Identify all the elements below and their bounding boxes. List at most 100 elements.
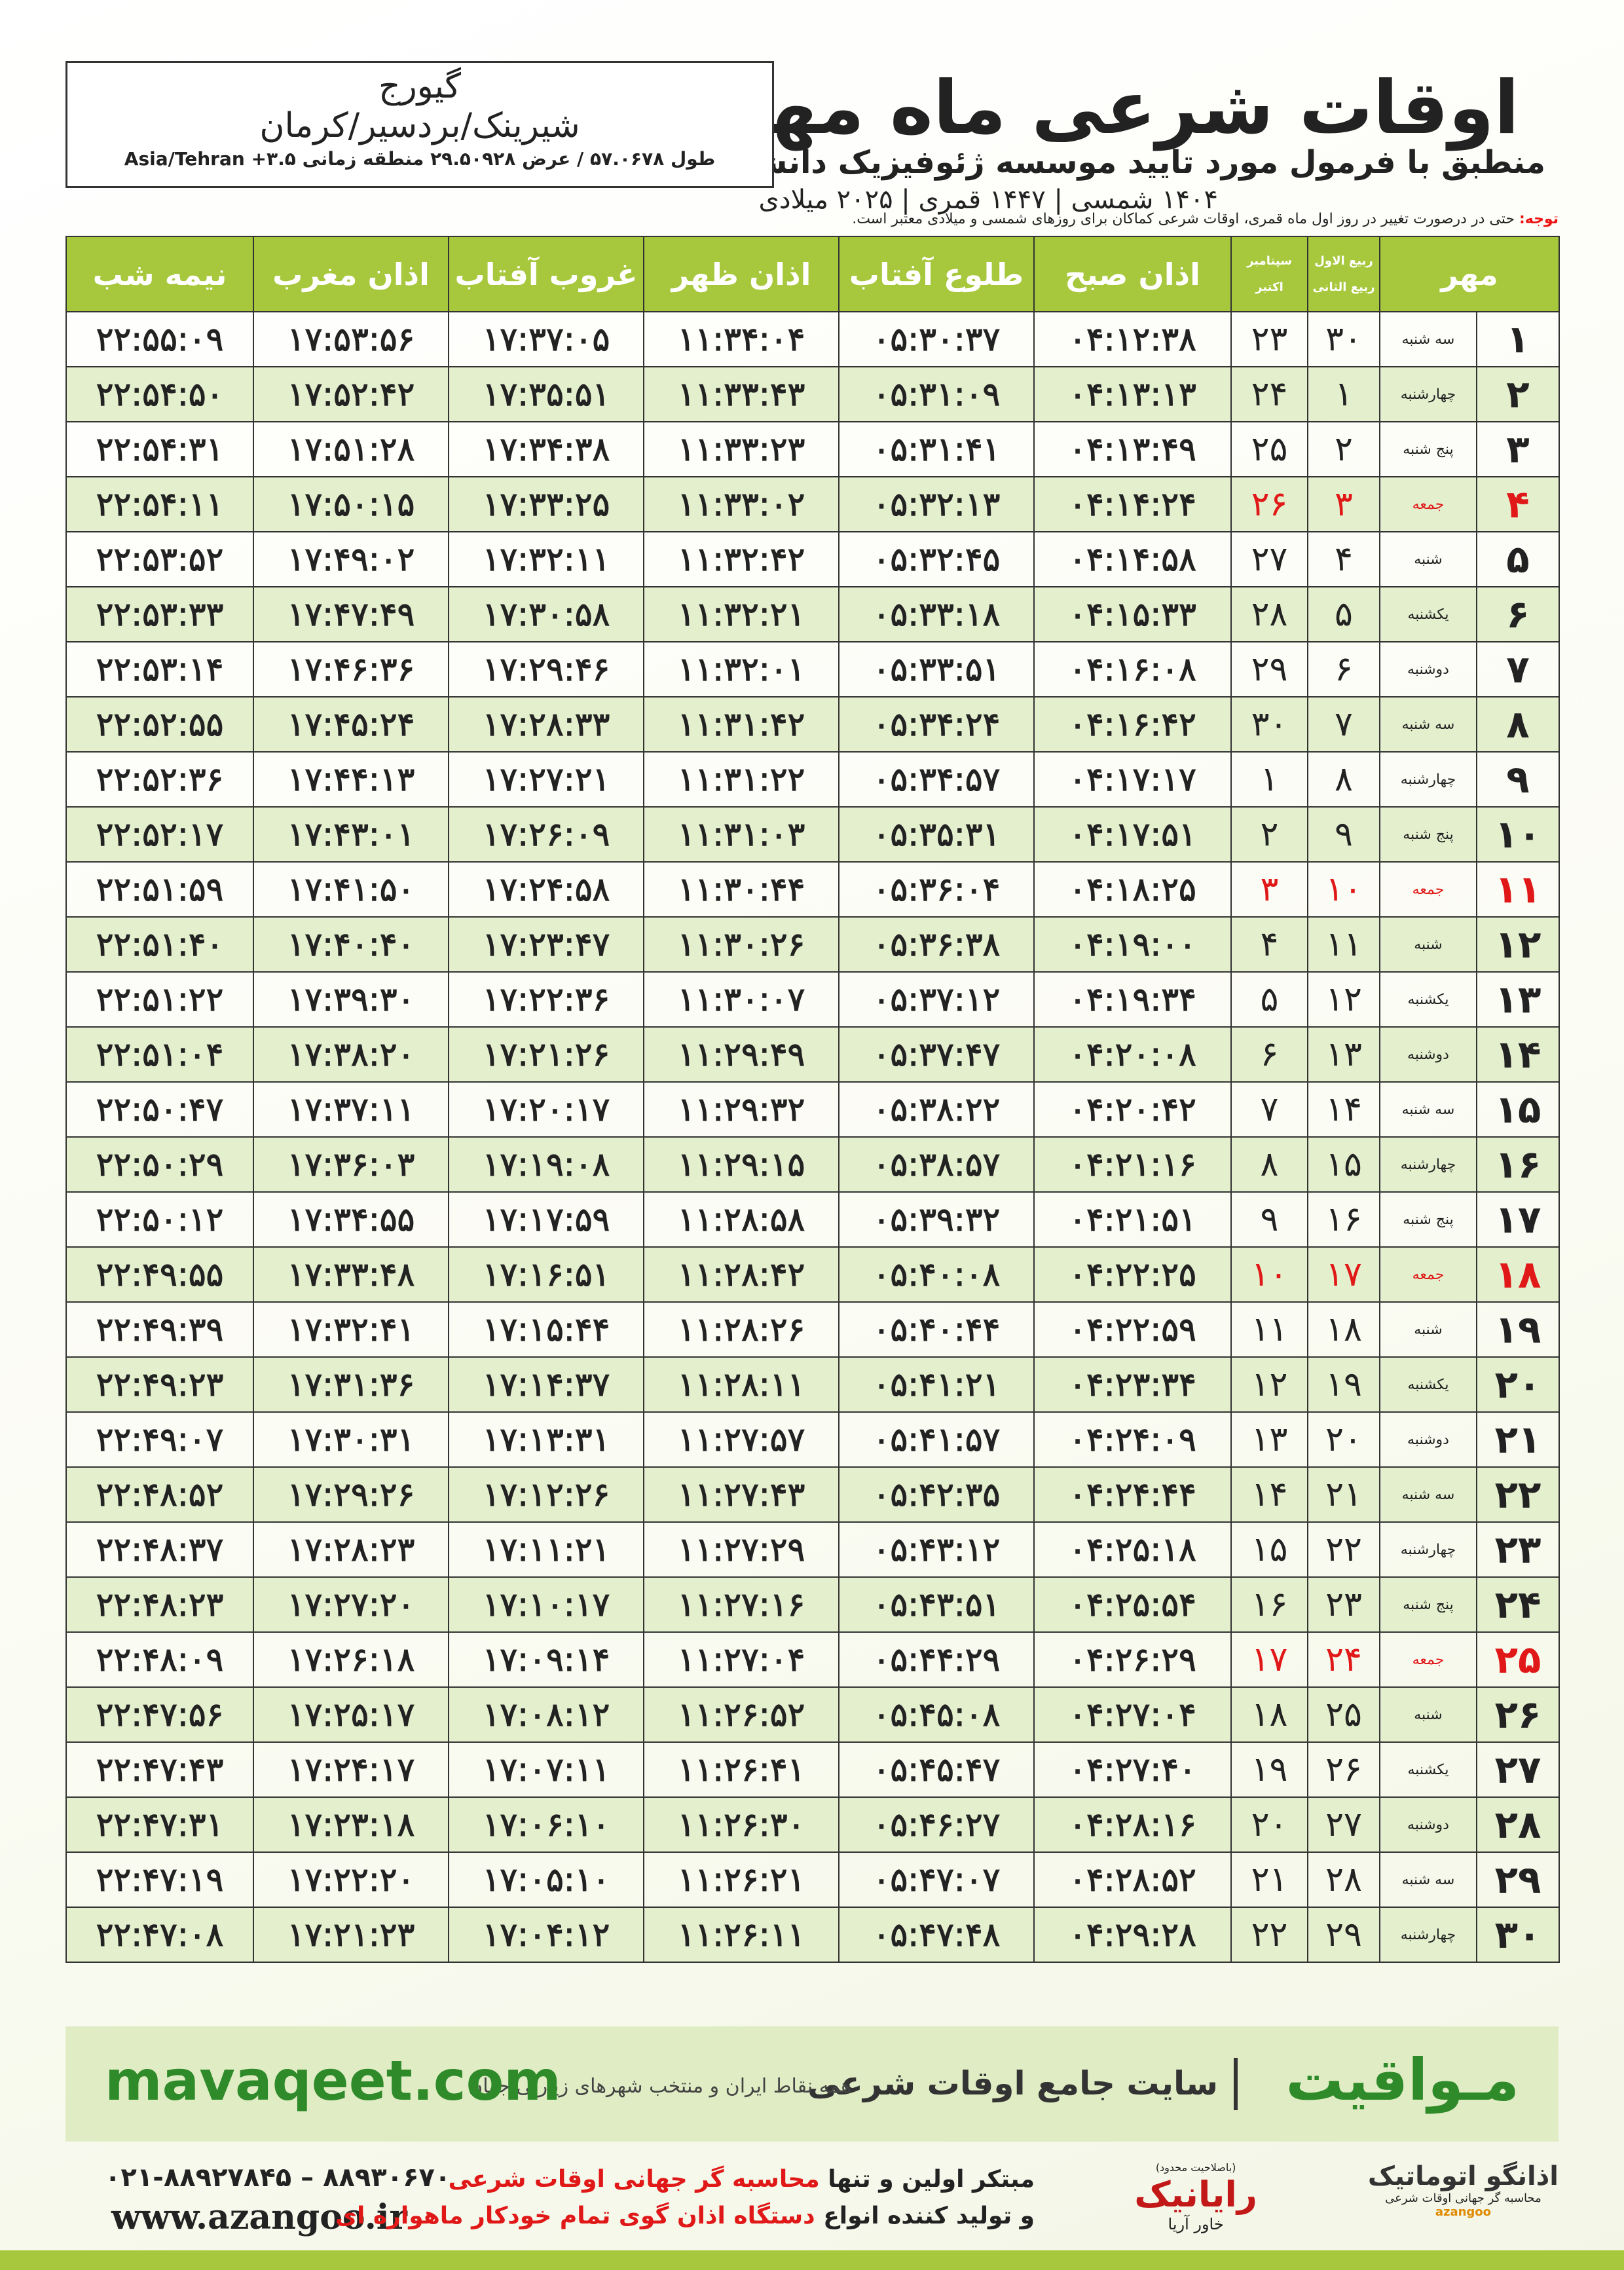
cell: ۸: [1476, 696, 1560, 753]
row: ۷ دوشنبه ۶ ۲۹ ۰۴:۱۶:۰۸ ۰۵:۳۳:۵۱ ۱۱:۳۲:۰۱ ۱۷:۲۹:…: [65, 641, 1560, 698]
cell: ۱۷:۳۷:۰۵: [448, 311, 644, 367]
cell: دوشنبه: [1379, 1026, 1477, 1083]
cell: ۷: [1476, 641, 1560, 698]
cell: ۲: [1307, 421, 1380, 477]
cell: ۱۶: [1307, 1191, 1380, 1248]
cell: ۰۴:۲۸:۵۲: [1033, 1851, 1232, 1908]
column-header: غروب آفتاب: [448, 236, 644, 312]
cell: ۱۱:۳۱:۰۳: [643, 806, 840, 863]
cell: شنبه: [1379, 531, 1477, 587]
cell: ۱۶: [1230, 1576, 1308, 1633]
cell: ۲۵: [1230, 421, 1308, 477]
logo-azangoo: اذانگو اتوماتیک محاسبه گر جهانی اوقات شر…: [1368, 2161, 1559, 2219]
cell: ۰۴:۲۲:۲۵: [1033, 1246, 1232, 1303]
cell: ۱۷:۲۹:۲۶: [253, 1466, 449, 1523]
cell: ۲۷: [1230, 531, 1308, 587]
cell: سه شنبه: [1379, 1851, 1477, 1908]
cell: ۱۷: [1307, 1246, 1380, 1303]
website[interactable]: www.azangoo.ir: [111, 2197, 407, 2237]
cell: ۱۷:۳۵:۵۱: [448, 366, 644, 422]
cell: ۷: [1307, 696, 1380, 753]
cell: ۱۷:۲۳:۱۸: [253, 1796, 449, 1853]
cell: ۳۰: [1476, 1907, 1560, 1963]
coordinates: طول ۵۷.۰۶۷۸ / عرض ۲۹.۵۰۹۲۸ منطقه زمانی ۳…: [124, 148, 716, 170]
tagline-1: مبتکر اولین و تنها محاسبه گر جهانی اوقات…: [335, 2161, 1035, 2198]
logo-rayanik: (باصلاحیت محدود) رایانیک خاور آریا: [1134, 2161, 1257, 2233]
note-label: توجه:: [1519, 211, 1559, 227]
cell: ۰۴:۱۳:۱۳: [1033, 366, 1232, 422]
cell: ۰۵:۳۲:۱۳: [838, 476, 1035, 532]
column-header-part: سپتامبر: [1247, 253, 1292, 268]
cell: ۰۵:۳۶:۰۴: [838, 861, 1035, 918]
city: گیورج: [378, 67, 461, 106]
cell: ۵: [1307, 586, 1380, 642]
cell: ۴: [1230, 916, 1308, 973]
cell: ۲۲:۴۷:۰۸: [65, 1907, 254, 1963]
row: ۲۹ سه شنبه ۲۸ ۲۱ ۰۴:۲۸:۵۲ ۰۵:۴۷:۰۷ ۱۱:۲۶:۲۱ ۱۷:…: [65, 1851, 1560, 1908]
cell: ۰۵:۴۶:۲۷: [838, 1796, 1035, 1853]
cell: ۱۱:۲۶:۱۱: [643, 1907, 840, 1963]
site[interactable]: mavaqeet.com: [105, 2049, 561, 2113]
cell: ۱۷:۲۴:۱۷: [253, 1741, 449, 1798]
dates: ۱۴۰۴ شمسی | ۱۴۴۷ قمری | ۲۰۲۵ میلادی: [758, 185, 1218, 215]
cell: چهارشنبه: [1379, 1907, 1477, 1963]
cell: ۱۱:۳۲:۰۱: [643, 641, 840, 698]
cell: ۱۷:۳۴:۳۸: [448, 421, 644, 477]
cell: ۱۷:۴۵:۲۴: [253, 696, 449, 753]
cell: ۱۷:۳۴:۵۵: [253, 1191, 449, 1248]
cell: ۱۷:۳۲:۱۱: [448, 531, 644, 587]
cell: ۲۲:۴۷:۳۱: [65, 1796, 254, 1853]
cell: ۰۴:۲۵:۵۴: [1033, 1576, 1232, 1633]
cell: ۰۴:۱۷:۱۷: [1033, 751, 1232, 808]
cell: ۲۲:۵۰:۴۷: [65, 1081, 254, 1138]
cell: ۰۴:۱۳:۴۹: [1033, 421, 1232, 477]
cell: ۱۱:۲۸:۲۶: [643, 1301, 840, 1358]
cell: ۱۷:۲۸:۳۳: [448, 696, 644, 753]
column-header: طلوع آفتاب: [838, 236, 1035, 312]
cell: ۰۵:۴۰:۴۴: [838, 1301, 1035, 1358]
cell: ۱۷:۵۲:۴۲: [253, 366, 449, 422]
cell: ۴: [1476, 476, 1560, 532]
cell: ۰۴:۲۸:۱۶: [1033, 1796, 1232, 1853]
cell: ۱۱:۲۸:۴۲: [643, 1246, 840, 1303]
row: ۳ پنج شنبه ۲ ۲۵ ۰۴:۱۳:۴۹ ۰۵:۳۱:۴۱ ۱۱:۳۳:۲۳ ۱۷:۳…: [65, 421, 1560, 477]
cell: ۰۵:۳۸:۲۲: [838, 1081, 1035, 1138]
cell: ۲۱: [1307, 1466, 1380, 1523]
cell: ۲۰: [1307, 1411, 1380, 1468]
text: محاسبه گر جهانی اوقات شرعی: [448, 2166, 820, 2193]
cell: ۶: [1307, 641, 1380, 698]
cell: ۱۰: [1230, 1246, 1308, 1303]
cell: ۱۷:۳۰:۵۸: [448, 586, 644, 642]
cell: ۱۱:۳۱:۴۲: [643, 696, 840, 753]
cell: ۲۸: [1230, 586, 1308, 642]
cell: ۳: [1476, 421, 1560, 477]
cell: ۱۷:۲۶:۰۹: [448, 806, 644, 863]
cell: ۲۰: [1230, 1796, 1308, 1853]
cell: ۰۵:۴۷:۴۸: [838, 1907, 1035, 1963]
cell: ۰۵:۴۳:۵۱: [838, 1576, 1035, 1633]
cell: ۷: [1230, 1081, 1308, 1138]
cell: ۱۷:۲۷:۲۰: [253, 1576, 449, 1633]
cell: ۲۲:۴۹:۵۵: [65, 1246, 254, 1303]
cell: ۰۵:۳۸:۵۷: [838, 1136, 1035, 1193]
header-row: مهر ربیع الاول ربیع الثانی سپتامبر اکتبر اذان…: [65, 236, 1560, 312]
cell: ۲۲:۵۲:۵۵: [65, 696, 254, 753]
cell: ۱۷:۲۱:۲۶: [448, 1026, 644, 1083]
row: ۱۷ پنج شنبه ۱۶ ۹ ۰۴:۲۱:۵۱ ۰۵:۳۹:۳۲ ۱۱:۲۸:۵۸ ۱۷:…: [65, 1191, 1560, 1248]
cell: ۱۷:۳۰:۳۱: [253, 1411, 449, 1468]
cell: پنج شنبه: [1379, 1191, 1477, 1248]
cell: ۱۷:۳۳:۴۸: [253, 1246, 449, 1303]
cell: ۱۱:۳۲:۲۱: [643, 586, 840, 642]
row: ۱۶ چهارشنبه ۱۵ ۸ ۰۴:۲۱:۱۶ ۰۵:۳۸:۵۷ ۱۱:۲۹:۱۵ ۱۷:…: [65, 1136, 1560, 1193]
cell: ۱۷:۲۸:۲۳: [253, 1521, 449, 1578]
cell: یکشنبه: [1379, 586, 1477, 642]
cell: ۲۹: [1230, 641, 1308, 698]
cell: ۳: [1230, 861, 1308, 918]
cell: ۰۵:۳۳:۱۸: [838, 586, 1035, 642]
cell: پنج شنبه: [1379, 806, 1477, 863]
column-header-part: ربیع الثانی: [1312, 280, 1375, 294]
cell: ۲۲: [1307, 1521, 1380, 1578]
cell: ۱۷:۲۲:۲۰: [253, 1851, 449, 1908]
cell: ۱۷:۵۳:۵۶: [253, 311, 449, 367]
